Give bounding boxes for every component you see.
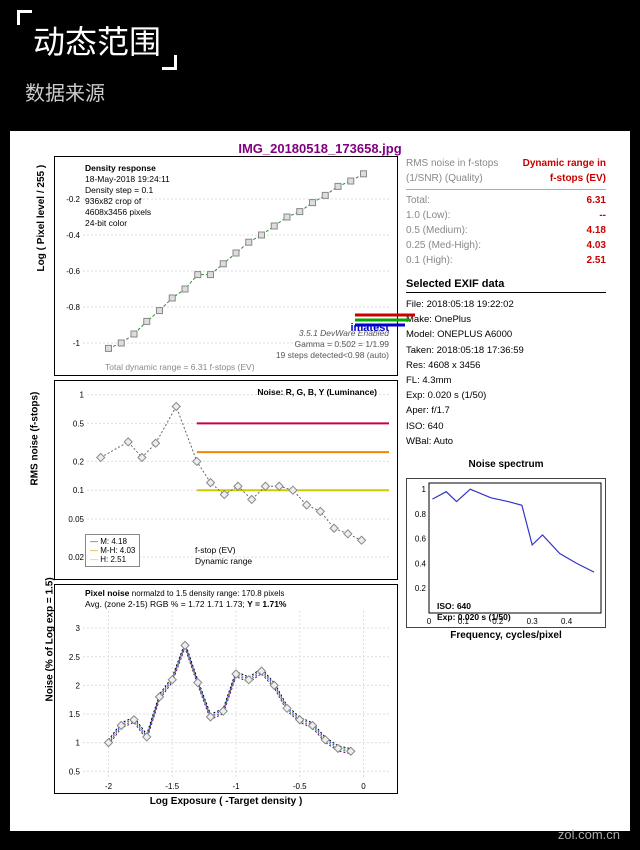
chart1-title: Density response: [85, 163, 156, 173]
svg-text:0.05: 0.05: [68, 515, 84, 524]
svg-text:1: 1: [422, 485, 427, 494]
exif-panel: Selected EXIF data File: 2018:05:18 19:2…: [406, 278, 606, 449]
spectrum-panel: Noise spectrum 0.20.40.60.8100.10.20.30.…: [406, 459, 606, 641]
svg-text:-1: -1: [232, 782, 240, 791]
svg-text:0.2: 0.2: [73, 457, 85, 466]
spectrum-xlabel: Frequency, cycles/pixel: [406, 630, 606, 641]
subtitle: 数据来源: [25, 77, 615, 106]
svg-text:0: 0: [361, 782, 366, 791]
image-filename: IMG_20180518_173658.jpg: [18, 141, 622, 156]
svg-text:0: 0: [427, 617, 432, 626]
svg-text:-0.6: -0.6: [66, 267, 80, 276]
chart2-legend: — M: 4.18 — M-H: 4.03 — H: 2.51: [85, 534, 140, 567]
dynamic-range-table: RMS noise in f-stops (1/SNR) (Quality) D…: [406, 156, 606, 268]
svg-text:-2: -2: [105, 782, 113, 791]
svg-text:2.5: 2.5: [69, 653, 81, 662]
svg-text:0.5: 0.5: [69, 767, 81, 776]
svg-text:0.6: 0.6: [415, 535, 427, 544]
watermark: zol.com.cn: [558, 827, 620, 842]
report-panel: IMG_20180518_173658.jpg Log ( Pixel leve…: [10, 131, 630, 831]
chart3-xlabel: Log Exposure ( -Target density ): [54, 796, 398, 807]
pixel-noise-chart: 0.511.522.53-2-1.5-1-0.50 Pixel noise no…: [54, 584, 398, 794]
svg-text:0.8: 0.8: [415, 510, 427, 519]
svg-text:2: 2: [76, 681, 81, 690]
density-chart: -1-0.8-0.6-0.4-0.2 Density response 18-M…: [54, 156, 398, 376]
svg-text:-1: -1: [73, 339, 81, 348]
chart2-ylabel: RMS noise (f-stops): [29, 392, 40, 486]
svg-text:1.5: 1.5: [69, 710, 81, 719]
svg-text:-0.5: -0.5: [293, 782, 307, 791]
svg-text:-0.4: -0.4: [66, 231, 80, 240]
svg-text:-0.8: -0.8: [66, 303, 80, 312]
svg-text:0.5: 0.5: [73, 419, 85, 428]
chart3-title: Pixel noise: [85, 588, 129, 598]
noise-chart: 0.02 0.05 0.1 0.2 0.5 1 Noise: R, G, B, Y (Lu…: [54, 380, 398, 580]
svg-text:0.2: 0.2: [415, 584, 427, 593]
svg-text:0.3: 0.3: [527, 617, 539, 626]
svg-text:0.1: 0.1: [73, 486, 85, 495]
svg-text:-0.2: -0.2: [66, 195, 80, 204]
svg-text:1: 1: [76, 739, 81, 748]
svg-text:-1.5: -1.5: [165, 782, 179, 791]
svg-text:0.4: 0.4: [561, 617, 573, 626]
chart1-ylabel: Log ( Pixel level / 255 ): [36, 165, 47, 272]
svg-text:0.4: 0.4: [415, 559, 427, 568]
chart2-title: Noise: R, G, B, Y (Luminance): [257, 387, 377, 397]
svg-text:3: 3: [76, 624, 81, 633]
svg-text:1: 1: [80, 391, 85, 400]
page-title: 动态范围: [25, 15, 169, 65]
svg-text:0.02: 0.02: [68, 553, 84, 562]
